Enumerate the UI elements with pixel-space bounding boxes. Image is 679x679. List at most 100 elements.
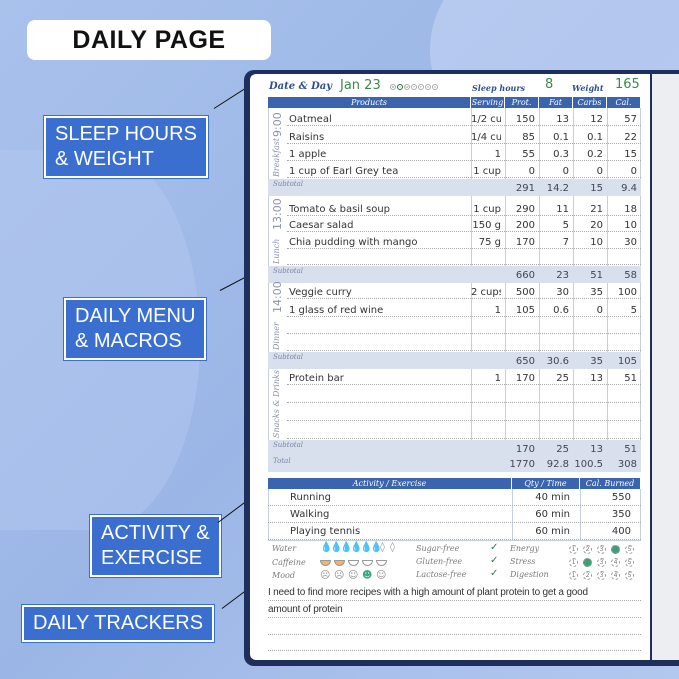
subtotal-row — [268, 352, 641, 369]
total-value: 308 — [617, 459, 637, 470]
dotted-line — [287, 332, 641, 334]
scale-label: Energy — [510, 544, 540, 553]
macro-value: 105 — [515, 304, 535, 316]
macro-value: 20 — [590, 220, 603, 231]
note-text: I need to find more recipes with a high … — [268, 587, 588, 598]
macro-value: 170 — [515, 373, 535, 384]
sleep-label: Sleep hours — [472, 83, 526, 93]
macro-value: 22 — [624, 131, 637, 143]
dotted-line — [287, 125, 641, 127]
total-label: Total — [273, 457, 291, 465]
macro-value: 35 — [590, 287, 603, 299]
macro-value: 1/2 cup — [471, 114, 501, 126]
macro-value: 85 — [522, 131, 535, 143]
product-name: 1 cup of Earl Grey tea — [289, 166, 399, 177]
mood-face-icon: ☺ — [376, 570, 387, 581]
product-name: Veggie curry — [289, 287, 352, 299]
scale-point: 1 — [569, 571, 578, 580]
column-divider — [512, 489, 513, 541]
dotted-line — [287, 264, 641, 265]
dotted-line — [287, 384, 641, 385]
scale-point: 2 — [583, 571, 592, 580]
subtotal-value: 105 — [617, 356, 637, 367]
macro-value: 0 — [528, 166, 535, 177]
scale-point: 3 — [597, 558, 606, 567]
dotted-line — [287, 350, 641, 351]
scale-point: 5 — [625, 571, 634, 580]
check-label: Sugar-free — [416, 544, 460, 553]
macro-value: 55 — [522, 148, 535, 160]
dotted-line — [287, 214, 641, 216]
subtotal-value: 51 — [624, 444, 637, 455]
dotted-line — [287, 315, 641, 317]
product-name: Chia pudding with mango — [289, 236, 418, 248]
weekday-S: S — [432, 84, 438, 90]
subtotal-value: 170 — [515, 444, 535, 455]
macro-value: 1 — [494, 148, 501, 160]
macro-value: 18 — [624, 203, 637, 215]
activity-value: 550 — [611, 492, 631, 503]
scale-point: 2 — [583, 558, 592, 567]
macro-value: 170 — [515, 236, 535, 248]
mood-face-icon: ☹ — [320, 570, 331, 581]
dotted-line — [287, 159, 641, 161]
subtotal-value: 14.2 — [546, 183, 569, 194]
meal-time: 14:00 — [271, 281, 284, 313]
water-label: Water — [272, 544, 297, 553]
mood-face-icon: ☺ — [348, 570, 359, 581]
macro-value: 290 — [515, 203, 535, 215]
macro-value: 13 — [556, 114, 569, 126]
activity-table — [268, 489, 641, 541]
product-name: 1 glass of red wine — [289, 304, 384, 316]
water-drop-icon: 💧 — [320, 542, 333, 553]
weekday-F: F — [418, 84, 424, 90]
water-drop-icon: 💧 — [340, 542, 353, 553]
checkmark-icon: ✓ — [490, 555, 499, 566]
callout-label: DAILY TRACKERS — [22, 605, 215, 642]
mood-face-icon: ☻ — [362, 570, 373, 581]
subtotal-label: Subtotal — [273, 180, 304, 188]
dotted-line — [268, 522, 641, 523]
meal-name: Breakfast — [272, 137, 281, 177]
macro-value: 1 — [494, 304, 501, 316]
meal-name: Lunch — [272, 238, 281, 264]
subtotal-value: 15 — [590, 183, 603, 194]
subtotal-value: 9.4 — [621, 183, 637, 194]
macro-value: 500 — [515, 287, 535, 299]
mood-face-icon: ☹ — [334, 570, 345, 581]
macro-value: 13 — [590, 373, 603, 384]
water-drop-icon: 💧 — [360, 542, 373, 553]
macro-value: 51 — [624, 373, 637, 384]
macro-value: 0 — [562, 166, 569, 177]
dotted-line — [268, 650, 641, 651]
activity-header: Qty / Time — [512, 478, 579, 489]
dotted-line — [287, 402, 641, 403]
column-divider — [505, 108, 506, 472]
macro-value: 30 — [624, 236, 637, 248]
macro-value: 0 — [596, 166, 603, 177]
weekday-T: T — [411, 84, 417, 90]
weekday-S: S — [425, 84, 431, 90]
macro-value: 21 — [590, 203, 603, 215]
weekday-T: T — [397, 84, 403, 90]
dotted-line — [287, 231, 641, 232]
macro-value: 12 — [590, 114, 603, 126]
macro-value: 150 — [515, 114, 535, 126]
macro-value: 0 — [596, 304, 603, 316]
scale-point: 5 — [625, 545, 634, 554]
product-name: Tomato & basil soup — [289, 203, 391, 215]
activity-value: 400 — [611, 526, 631, 537]
meal-time: 13:00 — [271, 198, 284, 230]
subtotal-value: 30.6 — [546, 356, 569, 367]
macro-value: 1/4 cup — [471, 131, 501, 143]
dotted-line — [287, 298, 641, 300]
macro-value: 1 cup — [473, 203, 501, 215]
subtotal-row — [268, 179, 641, 196]
scale-point: 4 — [611, 545, 620, 554]
activity-value: 60 min — [535, 509, 570, 520]
dotted-line — [287, 420, 641, 421]
scale-point: 5 — [625, 558, 634, 567]
dotted-line — [287, 142, 641, 144]
macro-value: 2 cups — [471, 287, 501, 299]
activity-header: Cal. Burned — [580, 478, 640, 489]
